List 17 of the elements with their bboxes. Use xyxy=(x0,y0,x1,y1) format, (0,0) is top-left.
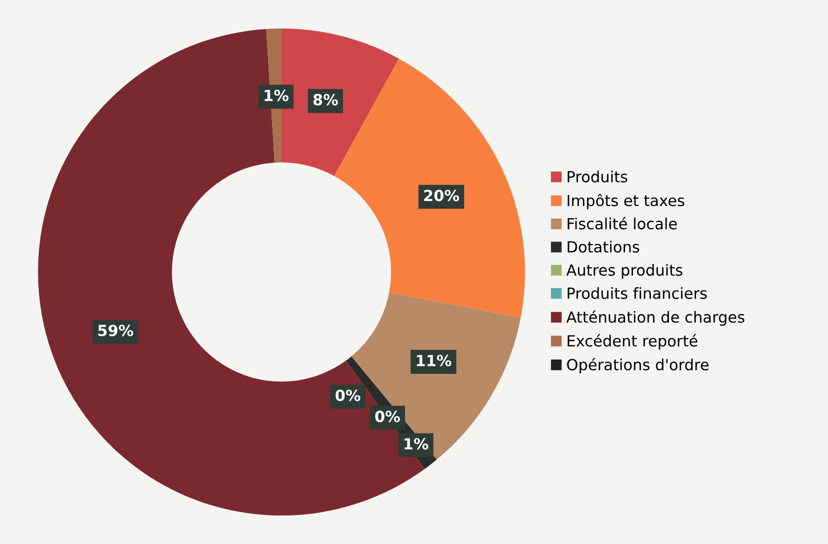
legend-label: Atténuation de charges xyxy=(566,310,744,326)
data-label: 20% xyxy=(424,190,460,202)
data-label: 1% xyxy=(404,438,428,450)
data-label: 11% xyxy=(416,354,452,366)
legend-label: Produits xyxy=(568,170,628,182)
legend-label: Opérations d'ordre xyxy=(567,358,709,374)
legend-label: Impôts et taxes xyxy=(568,194,684,210)
legend-label: Dotations xyxy=(568,240,640,253)
legend-label: Autres produits xyxy=(566,264,682,279)
text: 0% xyxy=(336,390,360,402)
legend-label: Fiscalité locale xyxy=(568,217,677,230)
legend-label: Produits financiers xyxy=(568,287,707,300)
data-label: 1% xyxy=(264,90,288,102)
legend-label: Excédent reporté xyxy=(568,334,698,350)
data-label: 8% xyxy=(313,94,338,106)
text: 0% xyxy=(375,410,400,422)
data-label: 59% xyxy=(98,324,134,336)
